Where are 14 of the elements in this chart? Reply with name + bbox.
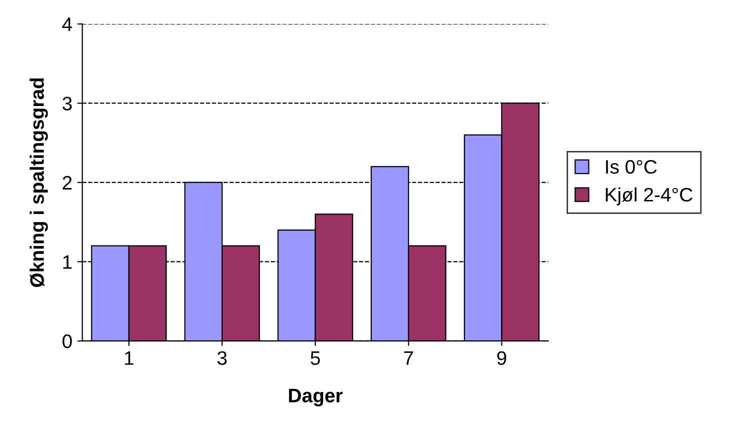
x-tick-label: 7 — [404, 351, 413, 365]
legend-label: Kjøl 2-4°C — [606, 187, 692, 206]
x-tick-label: 1 — [124, 351, 134, 365]
y-axis-title: Økning i spaltingsgrad — [30, 78, 48, 287]
y-tick-label: 1 — [63, 255, 72, 269]
y-tick-label: 0 — [62, 334, 72, 348]
y-tick-label: 3 — [62, 96, 72, 110]
x-tick-label: 5 — [310, 351, 320, 365]
x-tick-label: 9 — [497, 351, 506, 365]
x-axis-title: Dager — [289, 388, 343, 406]
legend-label: Is 0°C — [606, 160, 657, 174]
y-tick-label: 4 — [62, 18, 72, 32]
y-tick-label: 2 — [62, 176, 72, 190]
x-tick-label: 3 — [217, 351, 227, 365]
